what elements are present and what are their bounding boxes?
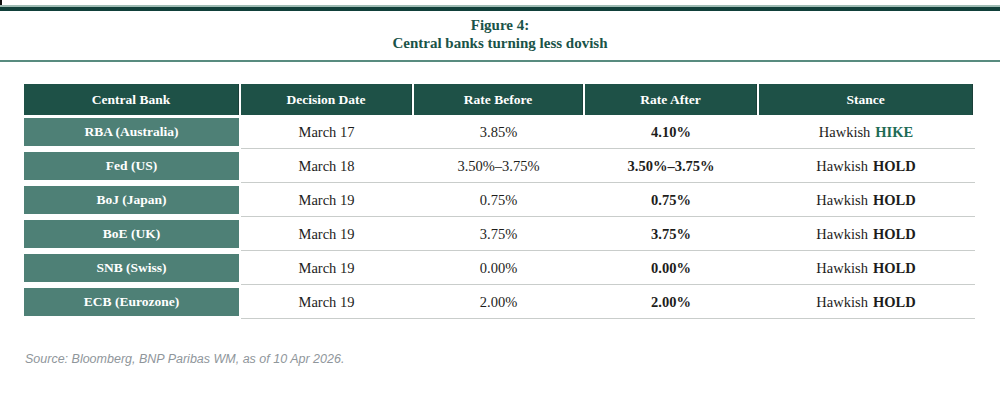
rate-before-cell: 0.00%	[414, 251, 583, 285]
stance-prefix: Hawkish	[816, 192, 868, 209]
decision-date-cell: March 17	[241, 115, 412, 149]
rate-before-cell: 3.50%–3.75%	[414, 149, 583, 183]
top-rule-dark	[0, 7, 1000, 11]
decision-date-cell: March 19	[241, 251, 412, 285]
title-underline-rule	[0, 60, 1000, 62]
row-separator	[241, 318, 975, 319]
bank-cell: RBA (Australia)	[24, 118, 239, 146]
decision-date-cell: March 18	[241, 149, 412, 183]
rate-after-cell: 3.50%–3.75%	[585, 149, 757, 183]
rate-after-cell: 0.00%	[585, 251, 757, 285]
figure-title: Figure 4: Central banks turning less dov…	[0, 16, 1000, 52]
stance-prefix: Hawkish	[816, 158, 868, 175]
stance-cell: Hawkish HOLD	[759, 251, 973, 285]
table-row: ECB (Eurozone)March 192.00%2.00%HawkishH…	[24, 285, 973, 319]
stance-cell: Hawkish HOLD	[759, 183, 973, 217]
rate-after-cell: 0.75%	[585, 183, 757, 217]
stance-action: HOLD	[873, 260, 916, 277]
stance-cell: Hawkish HOLD	[759, 285, 973, 319]
bank-cell: BoJ (Japan)	[24, 186, 239, 214]
stance-prefix: Hawkish	[816, 294, 868, 311]
table-header-row: Central Bank Decision Date Rate Before R…	[24, 84, 973, 115]
rate-before-cell: 3.75%	[414, 217, 583, 251]
stance-action: HIKE	[875, 124, 913, 141]
table-row: BoJ (Japan)March 190.75%0.75%HawkishHOLD	[24, 183, 973, 217]
bank-cell: Fed (US)	[24, 152, 239, 180]
table-body: RBA (Australia)March 173.85%4.10%Hawkish…	[24, 115, 973, 319]
bank-cell: BoE (UK)	[24, 220, 239, 248]
header-stance: Stance	[759, 84, 973, 115]
stance-prefix: Hawkish	[816, 226, 868, 243]
table-row: BoE (UK)March 193.75%3.75%HawkishHOLD	[24, 217, 973, 251]
source-note: Source: Bloomberg, BNP Paribas WM, as of…	[25, 352, 344, 366]
rate-after-cell: 4.10%	[585, 115, 757, 149]
bank-cell: ECB (Eurozone)	[24, 288, 239, 316]
rate-before-cell: 3.85%	[414, 115, 583, 149]
central-banks-table: Central Bank Decision Date Rate Before R…	[24, 84, 973, 319]
decision-date-cell: March 19	[241, 285, 412, 319]
header-central-bank: Central Bank	[24, 84, 239, 115]
rate-after-cell: 3.75%	[585, 217, 757, 251]
rate-after-cell: 2.00%	[585, 285, 757, 319]
header-rate-before: Rate Before	[414, 84, 583, 115]
stance-prefix: Hawkish	[819, 124, 871, 141]
header-rate-after: Rate After	[585, 84, 757, 115]
stance-action: HOLD	[873, 226, 916, 243]
table-row: RBA (Australia)March 173.85%4.10%Hawkish…	[24, 115, 973, 149]
stance-action: HOLD	[873, 192, 916, 209]
rate-before-cell: 0.75%	[414, 183, 583, 217]
stance-cell: Hawkish HOLD	[759, 149, 973, 183]
decision-date-cell: March 19	[241, 217, 412, 251]
bank-cell: SNB (Swiss)	[24, 254, 239, 282]
stance-cell: Hawkish HOLD	[759, 217, 973, 251]
decision-date-cell: March 19	[241, 183, 412, 217]
stance-action: HOLD	[873, 294, 916, 311]
figure-title-line2: Central banks turning less dovish	[0, 34, 1000, 52]
stance-cell: HawkishHIKE	[759, 115, 973, 149]
figure-title-line1: Figure 4:	[0, 16, 1000, 34]
header-decision-date: Decision Date	[241, 84, 412, 115]
table-row: SNB (Swiss)March 190.00%0.00%HawkishHOLD	[24, 251, 973, 285]
stance-prefix: Hawkish	[816, 260, 868, 277]
stance-action: HOLD	[873, 158, 916, 175]
table-row: Fed (US)March 183.50%–3.75%3.50%–3.75%Ha…	[24, 149, 973, 183]
rate-before-cell: 2.00%	[414, 285, 583, 319]
